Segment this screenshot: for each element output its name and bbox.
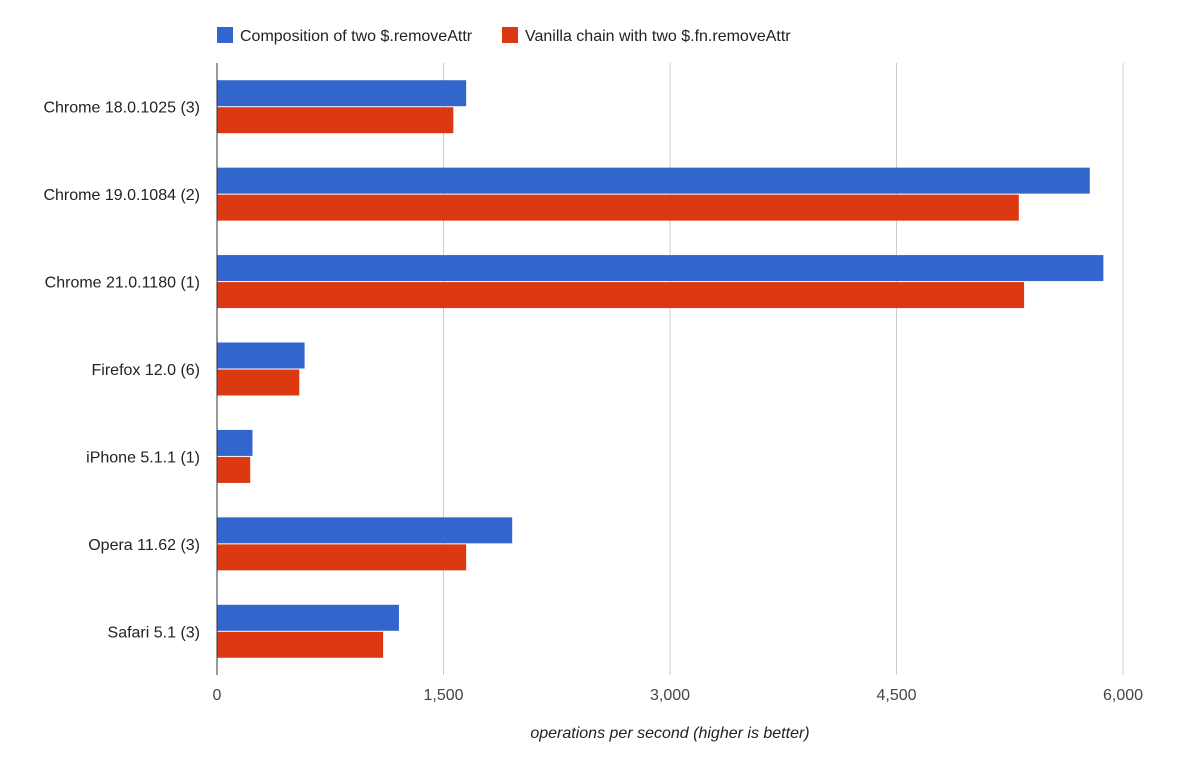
x-axis-tick-labels: 0 1,500 3,000 4,500 6,000 <box>213 687 1144 704</box>
x-tick-label: 1,500 <box>423 687 463 704</box>
bar-composition <box>217 80 467 107</box>
x-tick-label: 4,500 <box>876 687 916 704</box>
category-label: Safari 5.1 (3) <box>108 624 200 641</box>
bar-composition <box>217 342 305 369</box>
legend-swatch <box>217 27 233 43</box>
legend-label: Vanilla chain with two $.fn.removeAttr <box>525 28 791 45</box>
bar-vanilla-chain <box>217 369 300 396</box>
category-label: Chrome 21.0.1180 (1) <box>45 275 200 292</box>
legend-swatch <box>502 27 518 43</box>
bar-vanilla-chain <box>217 631 384 658</box>
category-label: Opera 11.62 (3) <box>88 537 200 554</box>
bar-vanilla-chain <box>217 282 1025 309</box>
bar-vanilla-chain <box>217 456 251 483</box>
bar-composition <box>217 429 253 456</box>
bar-composition <box>217 167 1090 194</box>
category-label: iPhone 5.1.1 (1) <box>86 449 200 466</box>
x-tick-label: 0 <box>213 687 222 704</box>
bar-vanilla-chain <box>217 544 467 571</box>
category-label: Chrome 18.0.1025 (3) <box>43 100 200 117</box>
grid-lines <box>443 63 1124 675</box>
bar-composition <box>217 255 1104 282</box>
legend-label: Composition of two $.removeAttr <box>240 28 473 45</box>
bar-vanilla-chain <box>217 194 1019 221</box>
category-labels: Chrome 18.0.1025 (3) Chrome 19.0.1084 (2)… <box>43 100 200 642</box>
x-tick-label: 6,000 <box>1103 687 1143 704</box>
x-tick-label: 3,000 <box>650 687 690 704</box>
legend: Composition of two $.removeAttr Vanilla c… <box>217 27 791 45</box>
x-axis-title: operations per second (higher is better) <box>530 725 809 742</box>
bar-vanilla-chain <box>217 107 454 134</box>
bar-composition <box>217 517 513 544</box>
category-label: Firefox 12.0 (6) <box>92 362 200 379</box>
bars <box>217 80 1104 658</box>
category-label: Chrome 19.0.1084 (2) <box>43 187 200 204</box>
bar-composition <box>217 604 399 631</box>
